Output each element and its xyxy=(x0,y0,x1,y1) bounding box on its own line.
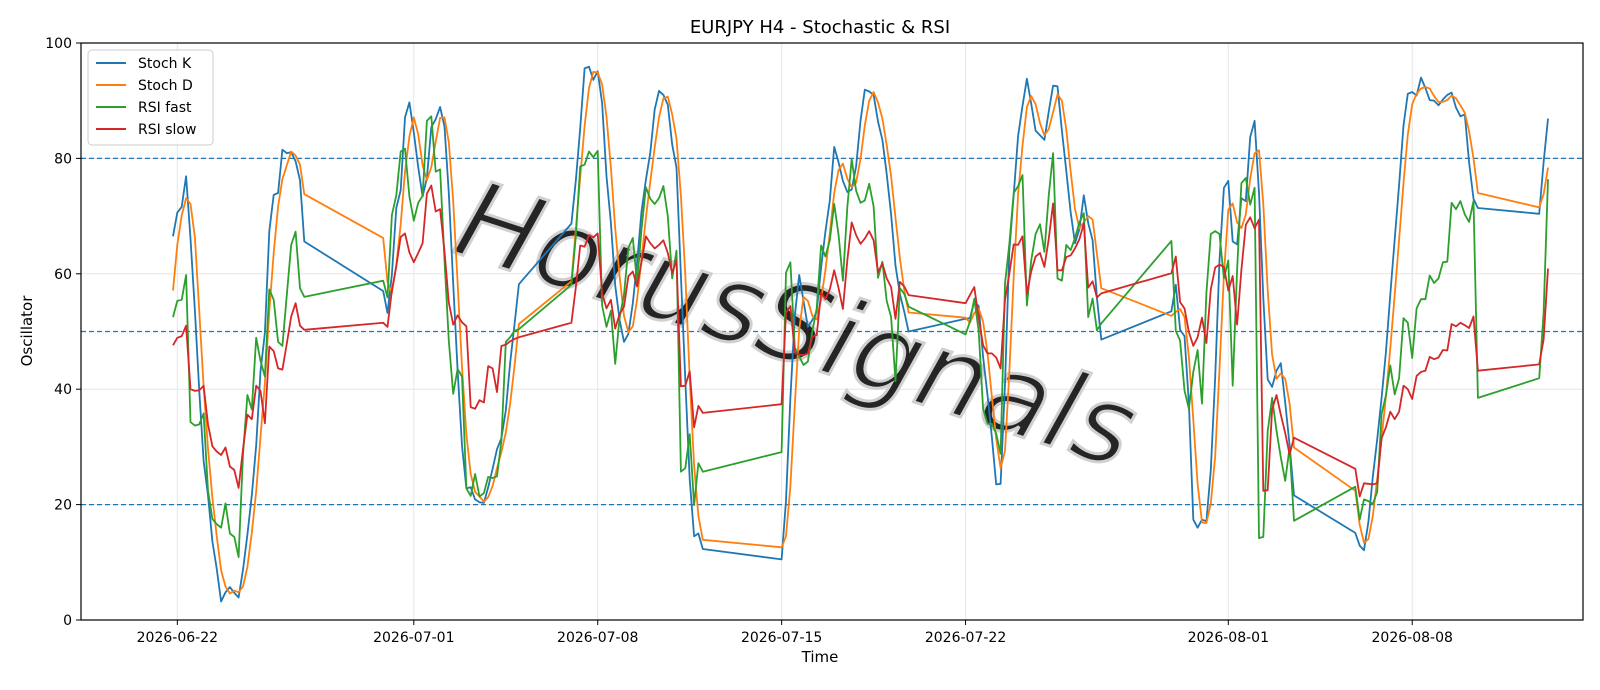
legend-label: RSI fast xyxy=(138,100,192,116)
x-tick-label: 2026-07-01 xyxy=(373,630,454,646)
x-tick-label: 2026-07-15 xyxy=(741,630,822,646)
x-tick-label: 2026-08-08 xyxy=(1372,630,1453,646)
y-tick-label: 60 xyxy=(54,267,72,283)
y-tick-label: 0 xyxy=(63,613,72,629)
y-axis-label: Oscillator xyxy=(18,295,36,367)
series-line-rsi-fast xyxy=(172,115,1549,558)
x-tick-label: 2026-07-08 xyxy=(557,630,638,646)
series-lines xyxy=(172,65,1549,603)
y-tick-label: 20 xyxy=(54,498,72,514)
axis-ticks: 0 20 40 60 80 100 2026-06-22 2026-07-01 2026-07-… xyxy=(45,36,1453,646)
legend: Stoch K Stoch D RSI fast RSI slow xyxy=(87,49,214,146)
series-line-stoch-d xyxy=(172,71,1549,595)
x-tick-label: 2026-08-01 xyxy=(1188,630,1269,646)
x-tick-label: 2026-06-22 xyxy=(137,630,218,646)
legend-box xyxy=(87,49,214,146)
y-tick-label: 100 xyxy=(45,36,72,52)
legend-label: Stoch D xyxy=(138,78,193,94)
legend-label: RSI slow xyxy=(138,122,196,138)
legend-label: Stoch K xyxy=(138,56,192,72)
x-axis-label: Time xyxy=(801,648,839,666)
reference-lines xyxy=(81,157,1583,506)
series-line-rsi-slow xyxy=(172,184,1549,498)
chart-title: EURJPY H4 - Stochastic & RSI xyxy=(690,17,950,38)
y-tick-label: 40 xyxy=(54,382,72,398)
series-line-stoch-k xyxy=(172,65,1549,603)
plot-frame xyxy=(80,42,1584,621)
y-tick-label: 80 xyxy=(54,151,72,167)
x-tick-label: 2026-07-22 xyxy=(925,630,1006,646)
